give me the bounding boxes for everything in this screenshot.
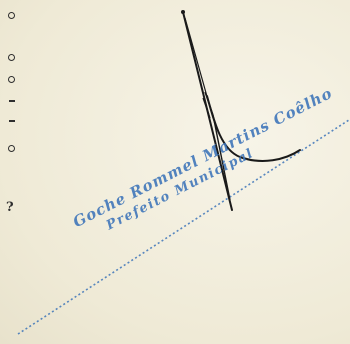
- margin-dash-mark: [9, 100, 15, 102]
- margin-glyph-mark: ?: [6, 200, 14, 215]
- margin-punch-mark: [8, 54, 15, 61]
- margin-punch-mark: [8, 12, 15, 19]
- margin-dash-mark: [9, 120, 15, 122]
- margin-punch-mark: [8, 76, 15, 83]
- margin-punch-mark: [8, 145, 15, 152]
